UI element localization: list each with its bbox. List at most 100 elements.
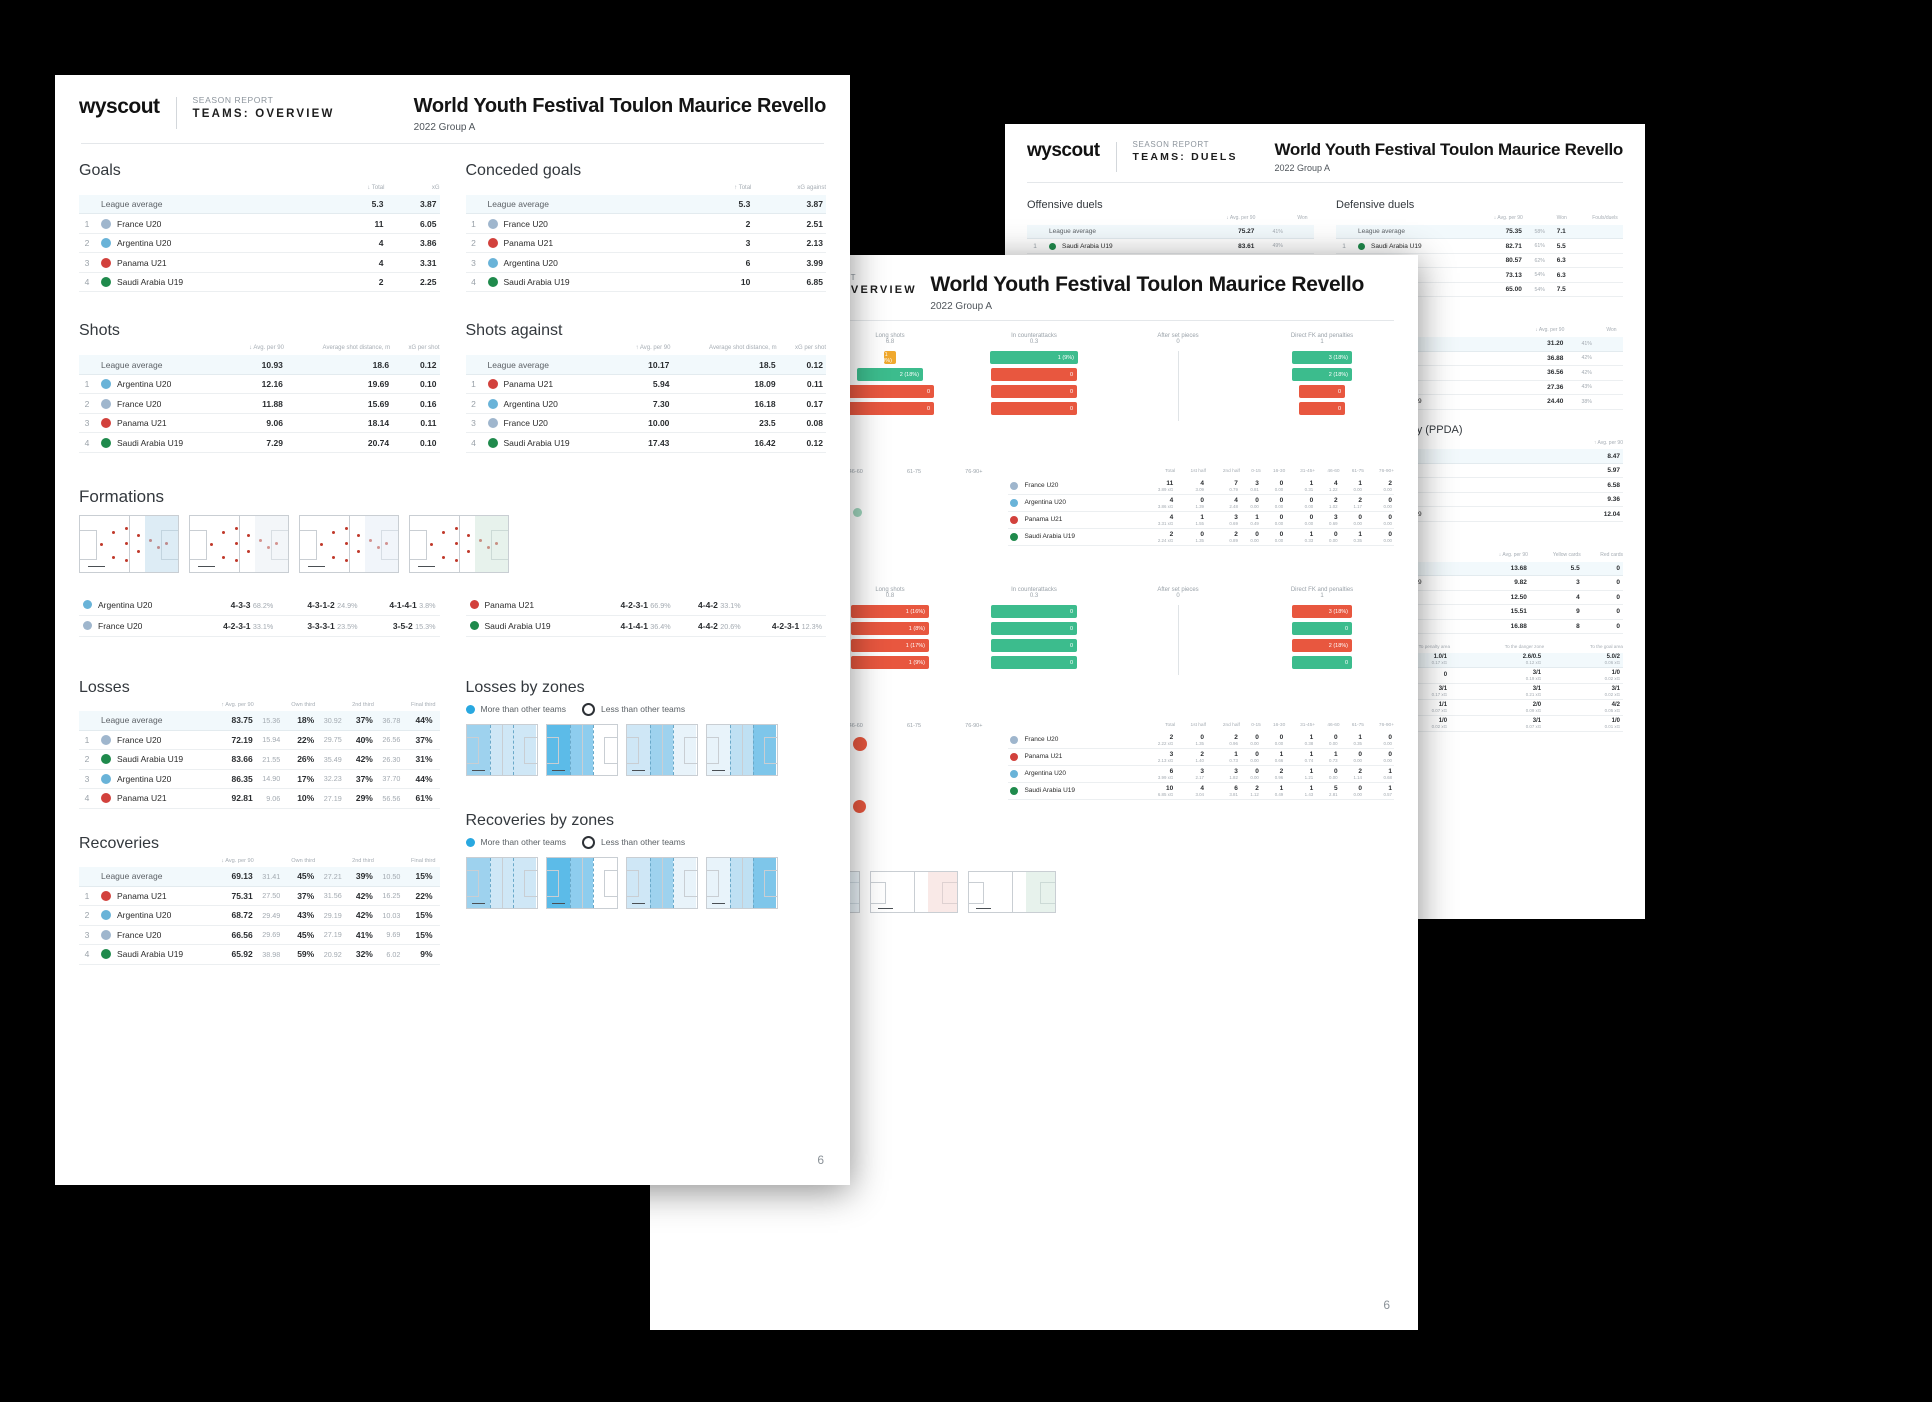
report-subtitle-mid: 2022 Group A <box>930 301 993 312</box>
table-row[interactable]: 3 France U20 10.00 23.5 0.08 <box>465 413 826 434</box>
table-row[interactable]: 2 Argentina U20 4 3.86 <box>79 233 440 254</box>
dynamics-table: Total 1st half 2nd half 0-15 16-30 31-45+ 46-6… <box>1008 723 1394 800</box>
table-column-header: xG against <box>797 185 826 191</box>
table-cell-sub: 1.82 <box>1229 774 1238 780</box>
table-cell <box>1285 224 1308 240</box>
zone-pitch-wrapper[interactable] <box>465 723 538 776</box>
pitch-zone <box>569 724 593 775</box>
table-cell-sub: 0.05 xG <box>1604 707 1620 713</box>
table-row[interactable]: 2 France U20 11.88 15.69 0.16 <box>79 393 440 414</box>
report-section-name-front: TEAMS: OVERVIEW <box>192 108 335 120</box>
zone-pitch-wrapper[interactable] <box>545 856 618 909</box>
zone-pitch-wrapper[interactable] <box>465 856 538 909</box>
table-row[interactable]: 3 Argentina U20 86.35 14.90 17% 32.23 37% 37.70… <box>79 769 440 790</box>
formation-row[interactable]: Panama U21 4-2-3-1 66.9% 4-4-2 33.1% <box>465 594 826 616</box>
document-page-overview-front[interactable]: wyscout SEASON REPORT TEAMS: OVERVIEW Wo… <box>55 75 850 1185</box>
table-column-header: 16-30 <box>1272 469 1286 474</box>
table-cell: 11 <box>334 213 387 234</box>
table-row[interactable]: 1 France U20 11 6.05 <box>79 213 440 234</box>
table-cell <box>1594 351 1617 366</box>
table-column-header: Won <box>1297 215 1308 221</box>
formation-node <box>441 555 445 559</box>
table-cell-sub: 0.00 <box>1353 757 1362 763</box>
table-row[interactable]: 4 Panama U21 92.81 9.06 10% 27.19 29% 56.56 61% <box>79 788 440 809</box>
header-rule-mid <box>674 320 1394 321</box>
table-row[interactable]: 1 France U20 2 2.51 <box>465 213 826 234</box>
pitch-penalty-box-left <box>706 870 719 898</box>
table-row[interactable]: Saudi Arabia U19 10 6.85 xG 4 3.04 6 3.81 2 1.12… <box>1008 782 1394 800</box>
table-row[interactable]: Argentina U20 6 3.99 xG 3 2.17 3 1.82 0 0.00 2 0.9… <box>1008 765 1394 783</box>
table-row[interactable]: 4 Saudi Arabia U19 65.92 38.98 59% 20.92 32% 6.… <box>79 944 440 965</box>
table-row[interactable]: 2 Argentina U20 7.30 16.18 0.17 <box>465 393 826 414</box>
table-row[interactable]: 1 Argentina U20 12.16 19.69 0.10 <box>79 374 440 395</box>
table-row[interactable]: 4 Saudi Arabia U19 17.43 16.42 0.12 <box>465 432 826 453</box>
table-cell-sub: 1.21 <box>1304 774 1314 780</box>
table-row[interactable]: 4 Saudi Arabia U19 2 2.25 <box>79 272 440 293</box>
table-row[interactable]: France U20 2 2.22 xG 0 1.35 2 0.96 0 0.00 0 0.00 1 0… <box>1008 731 1394 749</box>
team-name: Saudi Arabia U19 <box>503 437 570 448</box>
team-name: Saudi Arabia U19 <box>484 620 551 631</box>
rank-cell: 4 <box>465 432 482 453</box>
table-row[interactable]: 2 Panama U21 3 2.13 <box>465 233 826 254</box>
table-row[interactable]: Saudi Arabia U19 2 2.24 xG 0 1.35 2 0.89 0 0.00 0… <box>1008 528 1394 546</box>
table-row-league-average: League average 69.13 31.41 45% 27.21 39% 10.50… <box>79 867 440 887</box>
formation-node <box>454 559 458 563</box>
table-cell-sub: 0.49 <box>1250 520 1259 526</box>
table-row[interactable]: 1 Saudi Arabia U19 82.71 61% 5.5 <box>1336 238 1623 254</box>
pitch-penalty-box-left <box>706 737 719 765</box>
team-cell: Panama U21 <box>101 418 230 429</box>
table-row[interactable]: 3 Argentina U20 6 3.99 <box>465 252 826 273</box>
table-column-header: 0-15 <box>1251 469 1261 474</box>
formations-title: Formations <box>79 486 165 506</box>
table-row[interactable]: 4 Saudi Arabia U19 7.29 20.74 0.10 <box>79 432 440 453</box>
table-cell: 2 0.96 <box>1206 731 1240 749</box>
formation-cell: 3-5-2 15.3% <box>361 615 440 637</box>
table-cell: 44% <box>403 769 436 790</box>
zone-pitch-wrapper[interactable] <box>545 723 618 776</box>
team-crest <box>1010 752 1019 761</box>
table-cell: 6.05 <box>386 213 440 234</box>
table-row[interactable]: France U20 11 3.89 xG 4 3.09 7 0.79 3 0.81 0 0.00 1… <box>1008 477 1394 495</box>
table-cell: 2 2.24 xG <box>1140 528 1176 546</box>
table-row[interactable]: 4 Saudi Arabia U19 10 6.85 <box>465 272 826 293</box>
table-cell: 0 1.35 <box>1175 528 1206 546</box>
stat-block: Shots ↓ Avg. per 90 Average shot distance,… <box>79 322 440 453</box>
table-cell-sub: 0.12 xG <box>1525 660 1542 666</box>
direction-arrow <box>712 902 725 904</box>
table-row[interactable]: 2 Saudi Arabia U19 83.66 21.55 26% 35.49 42% 26… <box>79 749 440 770</box>
table-row[interactable]: Panama U21 3 2.13 xG 2 1.40 1 0.73 0 0.00 1 0.66 1 0… <box>1008 748 1394 766</box>
table-row[interactable]: 3 France U20 66.56 29.69 45% 27.19 41% 9.69 15% <box>79 925 440 946</box>
table-row[interactable]: 2 Argentina U20 68.72 29.49 43% 29.19 42% 10.03… <box>79 905 440 926</box>
zone-pitch-wrapper[interactable] <box>625 856 698 909</box>
pitch-diagram <box>705 856 778 909</box>
zone-pitch-wrapper[interactable] <box>705 723 778 776</box>
table-cell: 1 1.55 <box>1175 511 1206 529</box>
table-row[interactable]: 1 France U20 72.19 15.94 22% 29.75 40% 26.56 37% <box>79 730 440 751</box>
table-cell: 2.13 <box>753 233 826 254</box>
block-title: Conceded goals <box>465 162 582 179</box>
table-cell: 10.93 <box>229 355 286 375</box>
league-average-label: League average <box>95 711 211 731</box>
table-row[interactable]: 3 Panama U21 9.06 18.14 0.11 <box>79 413 440 434</box>
formation-row[interactable]: Saudi Arabia U19 4-1-4-1 36.4% 4-4-2 20.6%… <box>465 615 826 637</box>
table-row[interactable]: 1 Saudi Arabia U19 83.61 49% <box>1027 238 1314 254</box>
table-row[interactable]: Panama U21 4 3.31 xG 1 1.55 3 0.69 1 0.49 0 0.00 0 0… <box>1008 511 1394 529</box>
table-cell-sub: 3.99 xG <box>1157 774 1174 780</box>
table-cell-pct: 36.78 <box>375 711 404 731</box>
dynamics-group-value: 0 <box>1176 339 1180 345</box>
table-cell-pct <box>435 711 440 731</box>
zone-pitch-wrapper[interactable] <box>705 856 778 909</box>
table-cell-pct <box>435 905 440 926</box>
table-row[interactable]: Argentina U20 4 3.86 xG 0 1.39 4 2.48 0 0.00 0 0.0… <box>1008 494 1394 512</box>
zone-pitch-wrapper[interactable] <box>625 723 698 776</box>
table-row[interactable]: 3 Panama U21 4 3.31 <box>79 252 440 273</box>
team-cell: Panama U21 <box>487 238 705 249</box>
pitch-tint <box>474 515 508 572</box>
formation-row[interactable]: France U20 4-2-3-1 33.1% 3-3-3-1 23.5% 3-5-… <box>79 615 440 637</box>
table-row[interactable]: 1 Panama U21 5.94 18.09 0.11 <box>465 374 826 395</box>
table-row[interactable]: 1 Panama U21 75.31 27.50 37% 31.56 42% 16.25 22% <box>79 886 440 907</box>
team-crest <box>101 910 111 921</box>
pitch-penalty-box-left <box>410 529 427 560</box>
formation-row[interactable]: Argentina U20 4-3-3 68.2% 4-3-1-2 24.9% 4-1… <box>79 594 440 616</box>
